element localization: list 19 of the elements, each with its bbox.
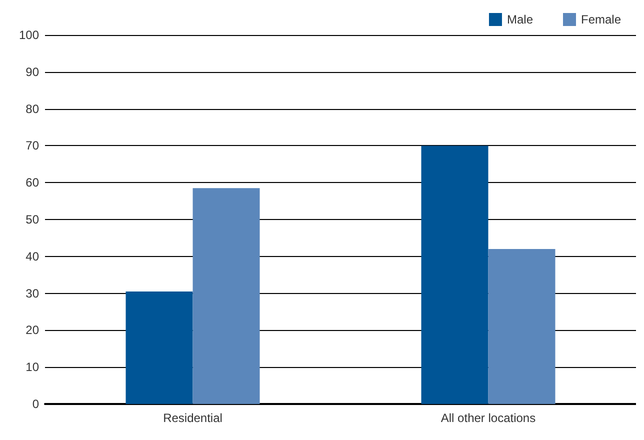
bar [488,249,556,404]
bar [192,188,260,404]
y-tick-label: 70 [26,138,40,153]
y-tick-label: 0 [32,397,40,411]
legend-label: Female [580,12,622,26]
y-tick-label: 90 [26,64,40,79]
bar [126,291,193,404]
legend-label: Male [506,12,534,26]
x-tick-label: Residential [163,411,222,425]
y-tick-label: 100 [18,28,40,42]
y-tick-label: 10 [26,360,40,374]
y-tick-label: 40 [26,249,40,264]
y-tick-label: 20 [26,323,40,338]
y-tick-label: 60 [26,176,40,190]
x-tick-label: All other locations [440,411,536,425]
y-tick-label: 30 [26,286,40,300]
bar [421,146,488,404]
y-tick-label: 50 [26,212,40,226]
y-tick-label: 80 [26,102,40,116]
